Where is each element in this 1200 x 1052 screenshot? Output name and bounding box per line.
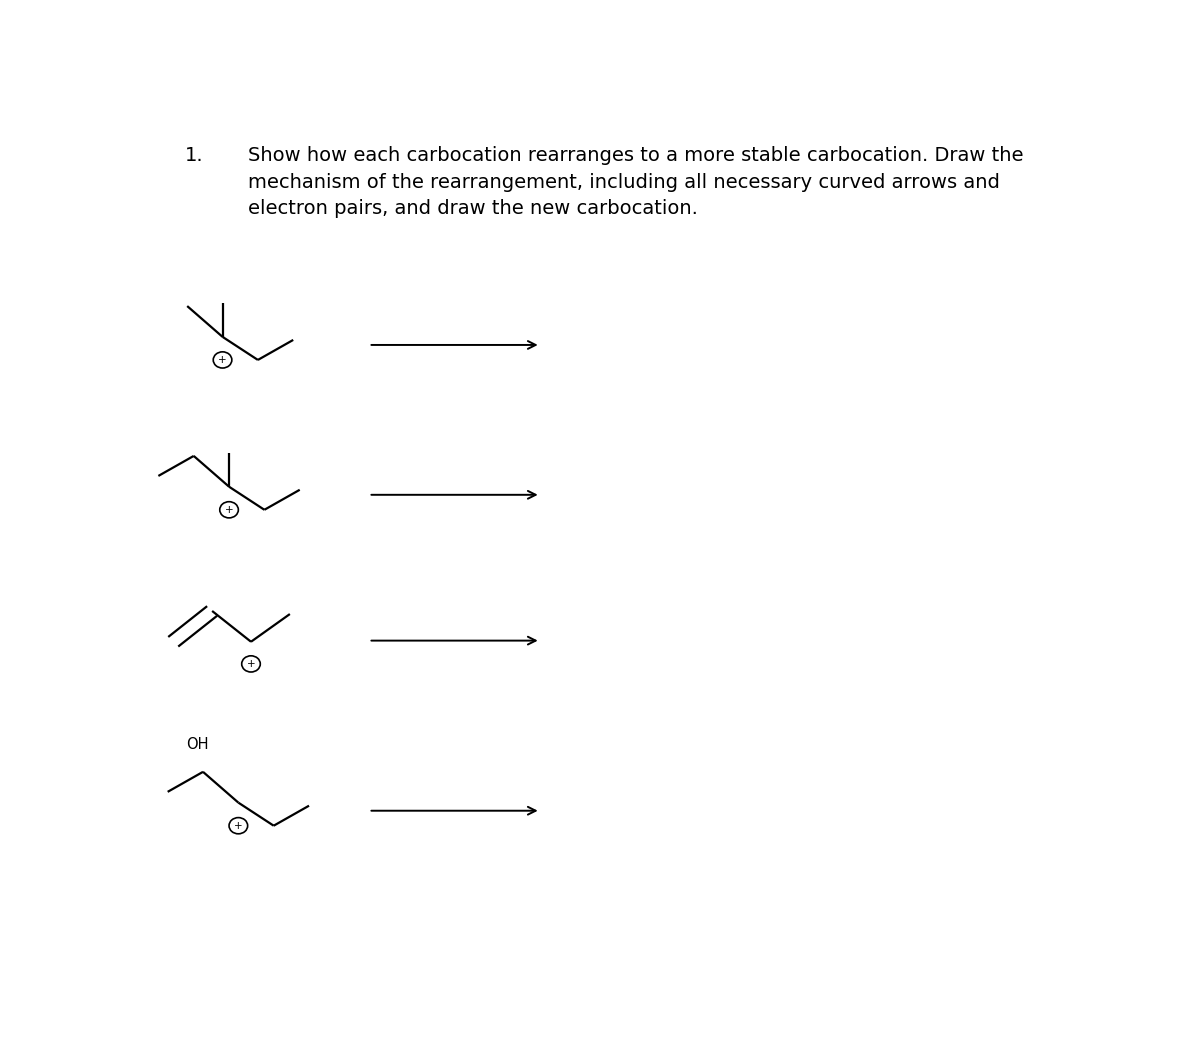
Text: +: + (218, 355, 227, 365)
Text: OH: OH (186, 736, 209, 751)
Text: +: + (224, 505, 233, 514)
Text: Show how each carbocation rearranges to a more stable carbocation. Draw the
mech: Show how each carbocation rearranges to … (247, 146, 1024, 219)
Text: +: + (234, 821, 242, 831)
Text: 1.: 1. (185, 146, 204, 165)
Text: +: + (247, 659, 256, 669)
